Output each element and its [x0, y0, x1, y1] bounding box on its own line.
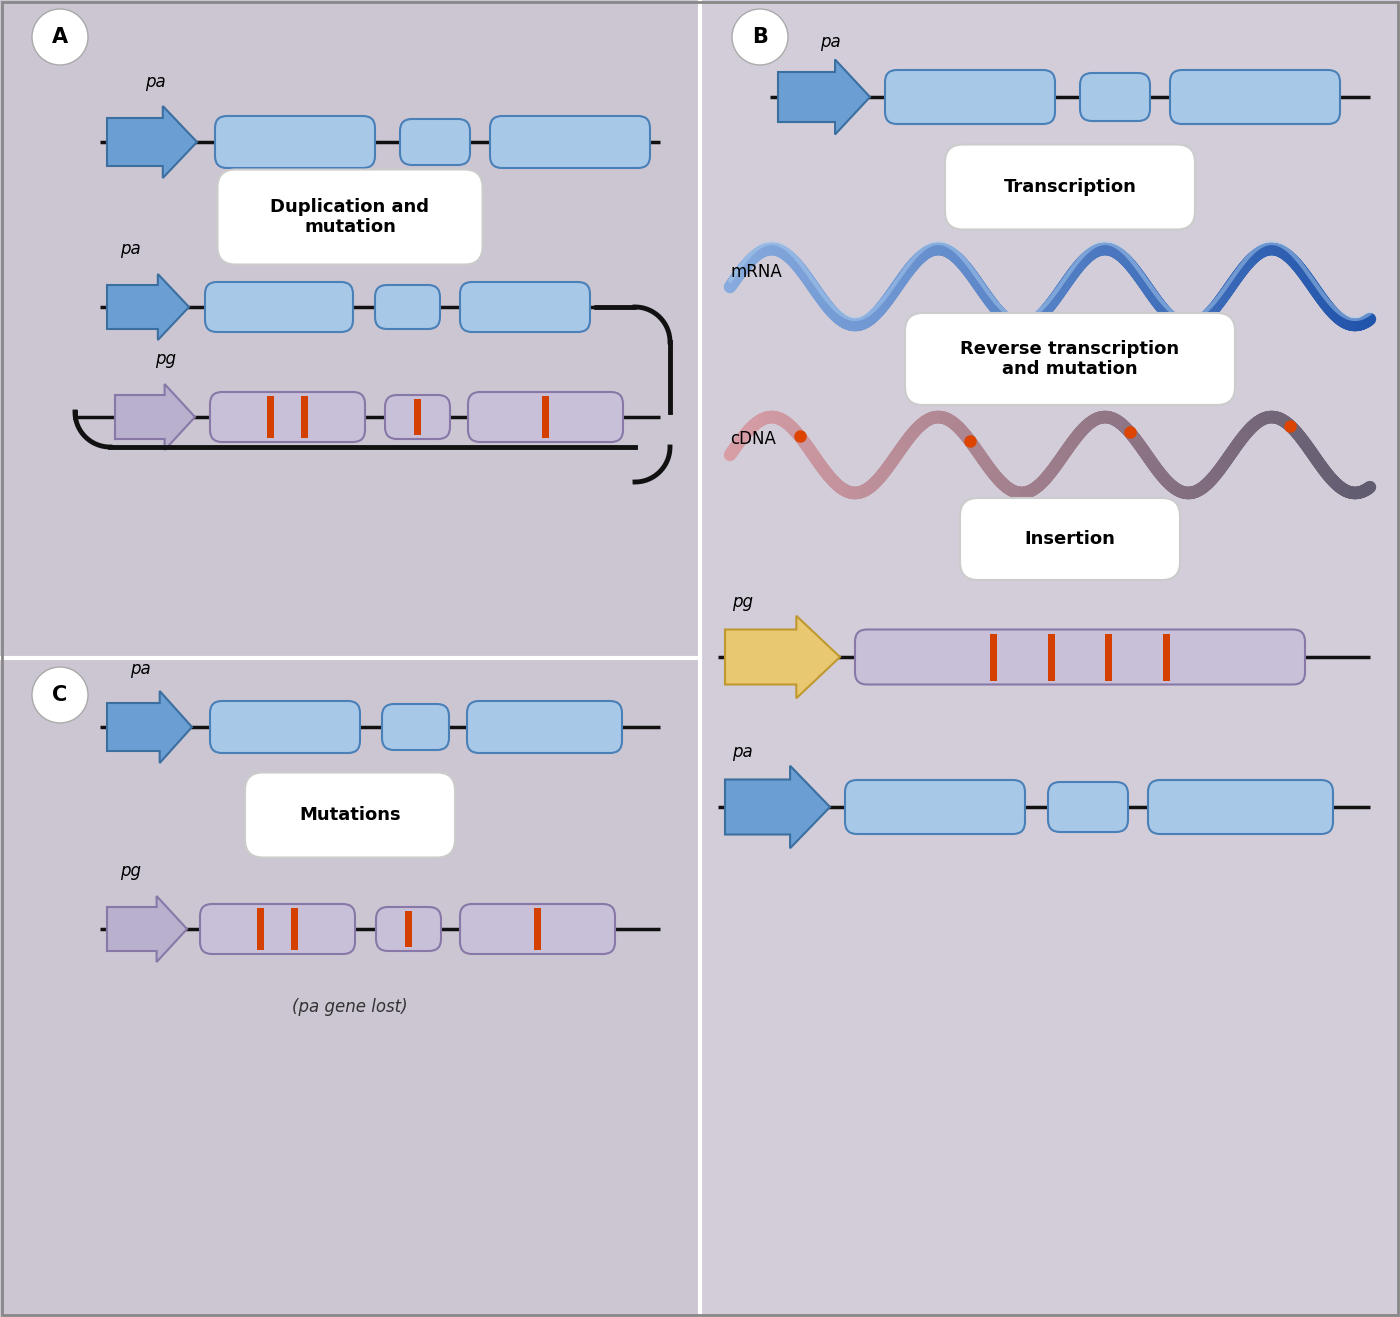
Text: (pa gene lost): (pa gene lost)	[293, 998, 407, 1015]
Bar	[0, 658, 700, 1317]
FancyBboxPatch shape	[468, 392, 623, 443]
Bar	[533, 907, 540, 950]
FancyBboxPatch shape	[382, 705, 449, 749]
FancyBboxPatch shape	[1170, 70, 1340, 124]
Bar	[291, 907, 298, 950]
FancyBboxPatch shape	[461, 282, 589, 332]
Bar	[301, 396, 308, 439]
Polygon shape	[329, 176, 371, 252]
Bar	[414, 399, 421, 435]
FancyBboxPatch shape	[468, 701, 622, 753]
Text: pg: pg	[732, 593, 753, 611]
FancyBboxPatch shape	[245, 773, 455, 857]
FancyBboxPatch shape	[385, 395, 449, 439]
Polygon shape	[725, 616, 840, 698]
Circle shape	[732, 9, 788, 65]
Polygon shape	[106, 105, 197, 178]
FancyBboxPatch shape	[461, 903, 615, 954]
Polygon shape	[1049, 327, 1091, 392]
FancyBboxPatch shape	[490, 116, 650, 169]
Polygon shape	[1049, 504, 1091, 572]
Bar	[700, 0, 1400, 1317]
Polygon shape	[115, 385, 195, 450]
Text: pa: pa	[130, 660, 151, 678]
Polygon shape	[329, 777, 371, 852]
Text: B: B	[752, 28, 769, 47]
Text: pa: pa	[732, 743, 753, 761]
FancyBboxPatch shape	[945, 145, 1196, 229]
Text: pa: pa	[146, 72, 165, 91]
Bar	[258, 907, 265, 950]
FancyBboxPatch shape	[1148, 780, 1333, 834]
Polygon shape	[725, 765, 830, 848]
Text: mRNA: mRNA	[729, 263, 781, 281]
Text: C: C	[52, 685, 67, 705]
FancyBboxPatch shape	[217, 170, 483, 265]
Text: A: A	[52, 28, 69, 47]
FancyBboxPatch shape	[1049, 782, 1128, 832]
FancyBboxPatch shape	[400, 119, 470, 165]
Polygon shape	[106, 896, 188, 961]
Text: pg: pg	[120, 863, 141, 880]
Text: pa: pa	[120, 240, 141, 258]
Bar	[1106, 633, 1112, 681]
Text: Insertion: Insertion	[1025, 529, 1116, 548]
FancyBboxPatch shape	[855, 630, 1305, 685]
FancyBboxPatch shape	[1079, 72, 1149, 121]
Text: Mutations: Mutations	[300, 806, 400, 824]
Text: Reverse transcription
and mutation: Reverse transcription and mutation	[960, 340, 1180, 378]
FancyBboxPatch shape	[885, 70, 1056, 124]
Circle shape	[32, 666, 88, 723]
Circle shape	[32, 9, 88, 65]
Bar	[1047, 633, 1054, 681]
FancyBboxPatch shape	[210, 701, 360, 753]
Bar	[405, 911, 412, 947]
Text: pa: pa	[820, 33, 841, 51]
FancyBboxPatch shape	[377, 907, 441, 951]
Bar	[0, 0, 700, 658]
FancyBboxPatch shape	[216, 116, 375, 169]
Bar	[990, 633, 997, 681]
FancyBboxPatch shape	[904, 313, 1235, 406]
Bar	[267, 396, 274, 439]
FancyBboxPatch shape	[204, 282, 353, 332]
Bar	[542, 396, 549, 439]
FancyBboxPatch shape	[375, 284, 440, 329]
Bar	[1163, 633, 1170, 681]
Polygon shape	[106, 691, 192, 763]
Text: pg: pg	[155, 350, 176, 367]
FancyBboxPatch shape	[210, 392, 365, 443]
FancyBboxPatch shape	[846, 780, 1025, 834]
FancyBboxPatch shape	[200, 903, 356, 954]
Polygon shape	[778, 59, 869, 134]
Text: Duplication and
mutation: Duplication and mutation	[270, 198, 430, 236]
Text: Transcription: Transcription	[1004, 178, 1137, 196]
Polygon shape	[1049, 151, 1091, 219]
Text: cDNA: cDNA	[729, 429, 776, 448]
FancyBboxPatch shape	[960, 498, 1180, 579]
Polygon shape	[106, 274, 189, 340]
